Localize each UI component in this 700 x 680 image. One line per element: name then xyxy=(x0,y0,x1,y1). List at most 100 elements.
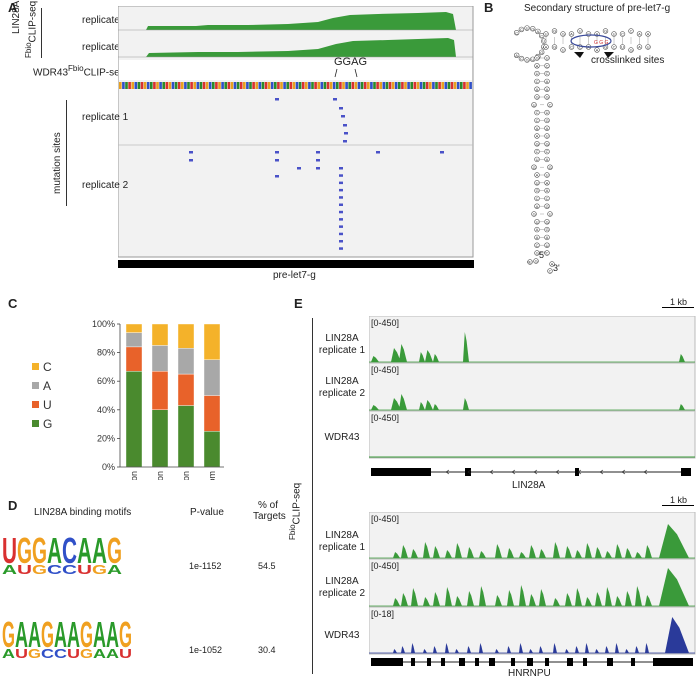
nucleotide xyxy=(513,29,520,36)
nucleotide xyxy=(534,172,540,178)
nucleotide xyxy=(534,125,540,131)
wdr43-clip-label: WDR43FbioCLIP-seq xyxy=(33,64,126,79)
signal-peak xyxy=(433,404,439,410)
logo-letter: G xyxy=(80,614,93,655)
sequence-base xyxy=(264,82,268,89)
nucleotide xyxy=(534,250,540,256)
nucleotide-letter: C xyxy=(536,118,539,123)
sequence-base xyxy=(323,82,327,89)
sequence-base xyxy=(357,82,361,89)
crosslink-annotation: crosslinked sites xyxy=(591,55,665,66)
mutation-mark xyxy=(189,159,193,162)
sequence-base xyxy=(391,82,395,89)
sequence-base xyxy=(326,82,330,89)
exon xyxy=(653,658,693,666)
bar-segment-C xyxy=(125,323,143,333)
bar-segment-A xyxy=(177,348,195,375)
signal-peak xyxy=(433,546,440,558)
signal-peak xyxy=(529,649,533,653)
scale-label-bottom: 1 kb xyxy=(670,495,688,505)
nucleotide xyxy=(544,226,550,233)
chevron-left-icon xyxy=(511,469,516,475)
nucleotide-letter: U xyxy=(613,32,616,37)
nucleotide-letter: U xyxy=(545,32,548,37)
nucleotide-letter: C xyxy=(546,71,549,76)
signal-peak xyxy=(423,649,427,653)
e-top-frame xyxy=(369,316,696,459)
sequence-base xyxy=(224,82,227,89)
nucleotide-letter: C xyxy=(579,45,582,50)
signal-peak xyxy=(401,545,408,558)
signal-peak xyxy=(645,595,652,606)
sequence-base xyxy=(243,82,246,89)
nucleotide-letter: G xyxy=(531,26,534,31)
sequence-base xyxy=(159,82,162,89)
nucleotide-letter: C xyxy=(515,30,518,35)
bar-segment-G xyxy=(203,431,221,468)
nucleotide xyxy=(534,156,540,163)
signal-peak xyxy=(401,646,405,653)
exon xyxy=(475,658,479,666)
logo-letter: A xyxy=(47,530,62,571)
nucleotide-letter: G xyxy=(526,58,529,63)
nucleotide xyxy=(619,31,626,37)
mutation-mark xyxy=(344,132,348,135)
sequence-base xyxy=(314,82,317,89)
panel-a-igv-view xyxy=(118,6,474,258)
chevron-left-icon xyxy=(577,469,582,475)
y-tick-label: 0% xyxy=(102,462,115,472)
nucleotide xyxy=(534,141,540,147)
coverage-rep2 xyxy=(146,38,456,57)
nucleotide xyxy=(524,25,530,31)
e-top-browser xyxy=(369,316,696,476)
nucleotide-letter: A xyxy=(546,157,549,162)
bar-segment-A xyxy=(125,332,143,348)
motif-panel-title: LIN28A binding motifs xyxy=(34,507,132,518)
sequence-base xyxy=(249,82,252,89)
e-top-range3: [0-450] xyxy=(371,413,400,423)
nucleotide xyxy=(602,28,609,34)
sequence-base xyxy=(348,82,351,89)
mutation-mark xyxy=(339,240,343,243)
nucleotide-letter: A xyxy=(638,32,641,37)
nucleotide-letter: C xyxy=(536,110,539,115)
nucleotide xyxy=(560,31,566,37)
sequence-base xyxy=(140,82,144,89)
nucleotide xyxy=(568,31,575,37)
sequence-base xyxy=(261,82,265,89)
signal-peak xyxy=(519,643,523,653)
nucleotide-letter: G xyxy=(562,32,565,37)
nucleotide-letter: C xyxy=(587,32,590,37)
sequence-base xyxy=(236,82,240,89)
sequence-base xyxy=(466,82,469,89)
signal-peak xyxy=(391,398,401,410)
mutation-mark xyxy=(339,232,343,236)
e-top-gene-label: LIN28A xyxy=(512,480,546,491)
signal-peak xyxy=(659,568,689,606)
sequence-base xyxy=(193,82,196,89)
x-tick-label: Deletion xyxy=(155,471,165,480)
signal-peak xyxy=(605,646,609,653)
sequence-base xyxy=(317,82,320,89)
nucleotide-letter: U xyxy=(526,26,529,31)
nucleotide xyxy=(535,28,541,35)
sequence-base xyxy=(385,82,389,89)
sequence-base xyxy=(134,82,138,89)
nucleotide-letter: G xyxy=(546,118,549,123)
nucleotide xyxy=(544,250,550,256)
sequence-base xyxy=(286,82,289,89)
signal-peak xyxy=(585,543,592,558)
signal-peak xyxy=(479,551,486,558)
nucleotide xyxy=(544,203,550,209)
mutation-mark xyxy=(339,218,343,221)
sequence-base xyxy=(388,82,392,89)
exon xyxy=(371,658,403,666)
mutation-mark xyxy=(339,196,343,199)
nucleotide xyxy=(518,26,525,33)
sequence-base xyxy=(212,82,215,89)
nucleotide-letter: C xyxy=(570,45,573,50)
nucleotide-letter: C xyxy=(520,56,523,61)
bar-segment-U xyxy=(177,373,195,406)
signal-peak xyxy=(605,587,612,606)
sequence-base xyxy=(416,82,420,89)
